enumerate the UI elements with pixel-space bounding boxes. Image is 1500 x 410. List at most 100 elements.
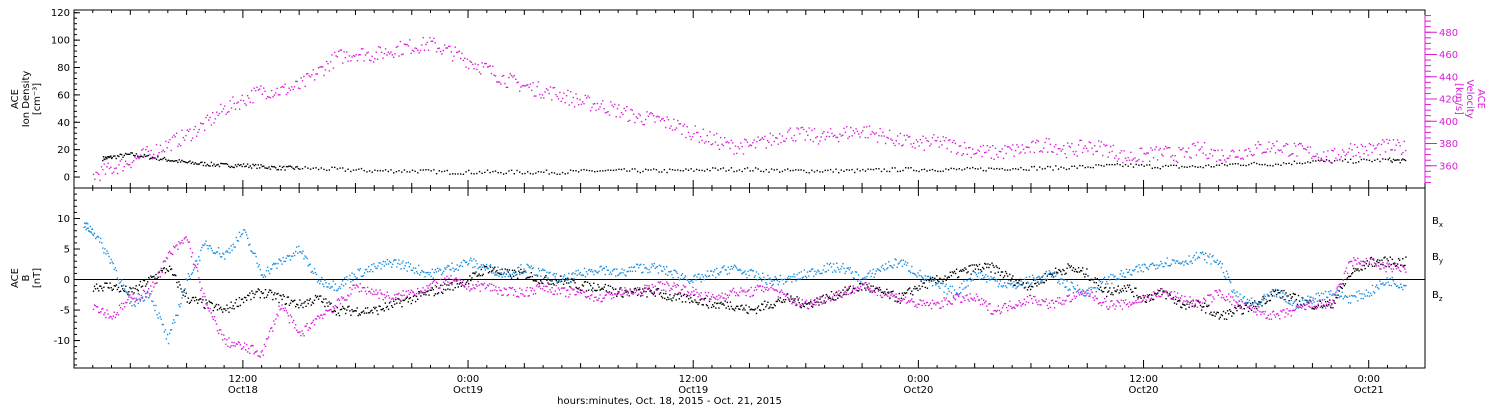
b-y-point — [1282, 292, 1284, 294]
velocity-point — [807, 134, 809, 136]
b-y-point — [389, 261, 392, 264]
velocity-point — [973, 153, 975, 155]
b-z-point — [206, 304, 208, 306]
b-z-point — [305, 325, 307, 327]
b-x-point — [1285, 292, 1287, 294]
b-y-point — [925, 278, 928, 280]
b-z-point — [316, 315, 319, 317]
b-y-point — [1358, 290, 1360, 292]
b-y-point — [610, 273, 613, 275]
density-point — [1229, 163, 1231, 165]
b-x-point — [226, 304, 228, 306]
b-y-point — [1124, 276, 1127, 278]
velocity-point — [516, 82, 518, 84]
b-y-point — [828, 263, 831, 266]
density-point — [832, 171, 834, 173]
b-x-point — [178, 281, 180, 283]
b-y-point — [505, 273, 507, 275]
b-z-point — [678, 291, 680, 294]
b-y-point — [403, 267, 405, 270]
density-point — [293, 168, 296, 170]
density-point — [535, 172, 537, 174]
velocity-point — [486, 66, 489, 68]
b-y-point — [621, 268, 623, 270]
b-x-point — [96, 287, 99, 290]
velocity-point — [1209, 153, 1211, 155]
b-z-point — [474, 287, 476, 290]
y-tick-label-right: 480 — [1439, 28, 1458, 39]
b-z-point — [148, 288, 150, 290]
b-y-point — [1003, 282, 1006, 284]
velocity-point — [1307, 146, 1309, 148]
density-point — [1111, 163, 1113, 166]
b-y-point — [1389, 277, 1391, 280]
b-y-point — [524, 271, 526, 273]
velocity-point — [1297, 143, 1300, 146]
b-z-point — [604, 294, 606, 297]
b-y-point — [654, 267, 656, 270]
y-tick-label-left: 0 — [64, 275, 70, 286]
velocity-point — [1189, 156, 1191, 158]
density-point — [241, 165, 243, 168]
b-x-point — [1114, 290, 1116, 292]
b-y-point — [459, 264, 462, 267]
b-y-point — [408, 266, 410, 268]
b-x-point — [1196, 300, 1199, 302]
velocity-point — [989, 146, 991, 148]
b-x-point — [765, 306, 767, 308]
b-x-point — [853, 288, 856, 290]
b-y-point — [886, 268, 888, 270]
velocity-point — [557, 98, 560, 100]
b-y-point — [119, 281, 122, 283]
velocity-point — [859, 136, 861, 138]
b-y-point — [542, 268, 544, 270]
b-x-point — [1156, 293, 1158, 295]
b-x-point — [1332, 307, 1334, 309]
b-y-point — [284, 260, 286, 263]
velocity-point — [1281, 151, 1283, 153]
b-z-point — [853, 292, 856, 294]
b-y-point — [586, 273, 589, 275]
velocity-point — [120, 158, 123, 161]
b-x-point — [748, 306, 750, 308]
velocity-point — [411, 49, 414, 51]
velocity-point — [1225, 161, 1227, 163]
b-z-point — [243, 342, 246, 344]
b-y-point — [681, 273, 684, 275]
b-x-point — [524, 270, 526, 272]
b-y-point — [1198, 256, 1201, 259]
velocity-point — [1370, 143, 1372, 146]
b-y-point — [517, 267, 519, 269]
b-x-point — [1188, 306, 1190, 308]
b-y-point — [1082, 289, 1084, 291]
velocity-point — [1194, 145, 1196, 147]
b-x-point — [134, 287, 136, 290]
velocity-point — [1175, 160, 1178, 162]
b-z-point — [577, 291, 579, 294]
b-z-point — [781, 291, 784, 293]
b-y-point — [321, 276, 323, 279]
b-x-point — [213, 306, 216, 309]
b-y-point — [432, 277, 434, 279]
b-x-point — [956, 276, 959, 279]
density-point — [913, 169, 915, 172]
b-z-point — [437, 287, 440, 289]
density-point — [824, 169, 826, 172]
b-z-point — [533, 289, 536, 292]
velocity-point — [437, 47, 439, 50]
top-panel-frame — [73, 9, 1426, 189]
density-point — [553, 172, 556, 174]
velocity-point — [417, 49, 419, 51]
b-y-point — [1387, 281, 1389, 283]
velocity-point — [862, 130, 864, 132]
b-x-point — [955, 268, 958, 270]
b-y-point — [395, 259, 397, 261]
b-y-point — [988, 278, 990, 280]
velocity-point — [832, 135, 834, 137]
b-z-point — [560, 287, 563, 289]
velocity-point — [1396, 139, 1399, 141]
b-y-point — [657, 272, 660, 274]
b-y-point — [960, 291, 962, 294]
b-x-point — [1007, 275, 1009, 277]
velocity-point — [775, 137, 777, 139]
